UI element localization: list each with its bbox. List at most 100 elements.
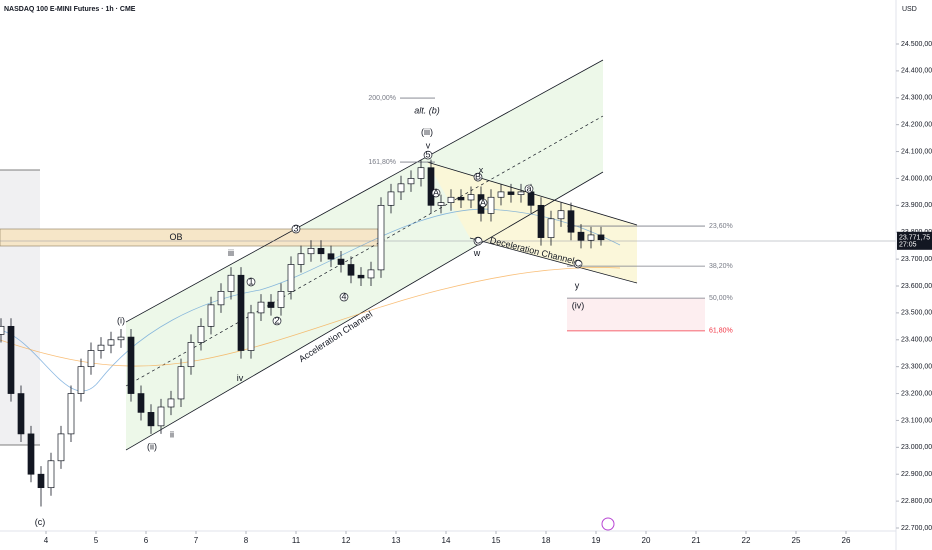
candle-body [277,291,285,308]
wave-label: 5 [425,149,430,159]
wave-label: 2 [274,315,279,325]
candle-body [307,248,315,255]
fib-label: 23,60% [709,223,733,230]
candle-body [0,325,5,335]
x-tick-label: 22 [742,536,751,545]
wave-label: alt. (b) [414,106,440,116]
x-tick-label: 5 [94,536,99,545]
x-tick-label: 7 [194,536,199,545]
candle-body [17,393,25,435]
candle-body [137,393,145,413]
candle-body [547,218,555,238]
y-tick-label: 24.000,00 [901,175,932,182]
currency: USD [902,6,917,13]
candle-body [377,204,385,271]
wave-circle [473,236,483,246]
x-tick-label: 18 [542,536,551,545]
channel-line [125,171,604,451]
wave-label: C [475,235,482,245]
x-tick-label: 19 [592,536,601,545]
candle-body [487,196,495,214]
wave-label: 3 [293,223,298,233]
y-tick-label: 23.300,00 [901,364,932,371]
wave-label: (iv) [572,301,585,311]
candle-body [587,234,595,241]
fib-label: 161,80% [368,159,396,166]
y-tick-label: 22.900,00 [901,471,932,478]
x-tick-label: 14 [442,536,451,545]
x-tick-label: 13 [392,536,401,545]
wave-label: (c) [35,517,46,527]
x-tick-label: 11 [292,536,301,545]
candle-body [167,398,175,408]
y-tick-label: 24.500,00 [901,41,932,48]
x-tick-label: 12 [342,536,351,545]
candle-body [257,301,265,314]
candle-body [87,350,95,368]
y-tick-label: 23.400,00 [901,337,932,344]
candle-body [387,191,395,206]
candle-body [237,274,245,351]
candle-body [337,258,345,265]
wave-circle [246,277,256,287]
candle-body [367,269,375,279]
y-tick-label: 24.200,00 [901,122,932,129]
candle-body [577,231,585,241]
candle-body [117,336,125,341]
y-tick-label: 23.900,00 [901,202,932,209]
channel-midline [125,115,604,387]
wave-circle [431,188,441,198]
wave-label: iii [228,248,234,258]
y-tick-label: 23.000,00 [901,444,932,451]
wave-circle [573,259,583,269]
candle-body [397,183,405,193]
candle-body [447,196,455,203]
candle-body [297,253,305,265]
deceleration-channel-fill [427,162,637,283]
candle-body [247,312,255,351]
candle-body [197,325,205,343]
wave-label: a [526,183,531,193]
candle-body [267,301,275,308]
y-tick-label: 24.400,00 [901,68,932,75]
wave-label: iv [237,373,244,383]
wave-label: (ii) [147,442,157,452]
candle-body [157,406,165,427]
x-tick-label: 25 [792,536,801,545]
wave-circle [473,172,483,182]
candle-body [417,167,425,179]
wave-label: w [473,248,481,258]
candle-body [457,196,465,201]
candle-body [97,344,105,351]
wave-label: (i) [117,315,125,325]
acceleration-channel-fill [126,60,603,450]
wave-label: y [575,280,580,290]
x-tick-label: 15 [492,536,501,545]
candle-body [567,210,575,233]
candle-body [127,336,135,394]
candle-body [527,191,535,206]
wave-label: v [426,141,431,151]
wave-label: 4 [341,291,346,301]
candle-body [427,167,435,206]
x-tick-label: 4 [44,536,49,545]
wave-circle [291,224,301,234]
fib-zone [567,298,705,331]
y-tick-label: 22.700,00 [901,525,932,532]
x-tick-label: 21 [692,536,701,545]
event-icon[interactable] [601,517,615,531]
wave-label: C [575,258,582,268]
wave-label: x [479,165,484,175]
candle-body [327,253,335,260]
candle-body [47,460,55,489]
candle-body [357,274,365,279]
candle-body [557,210,565,220]
x-tick-label: 26 [842,536,851,545]
wave-label: 1 [248,276,253,286]
candle-body [217,291,225,306]
wave-circle [339,292,349,302]
candle-body [497,191,505,198]
candle-body [317,248,325,255]
candle-body [537,204,545,238]
